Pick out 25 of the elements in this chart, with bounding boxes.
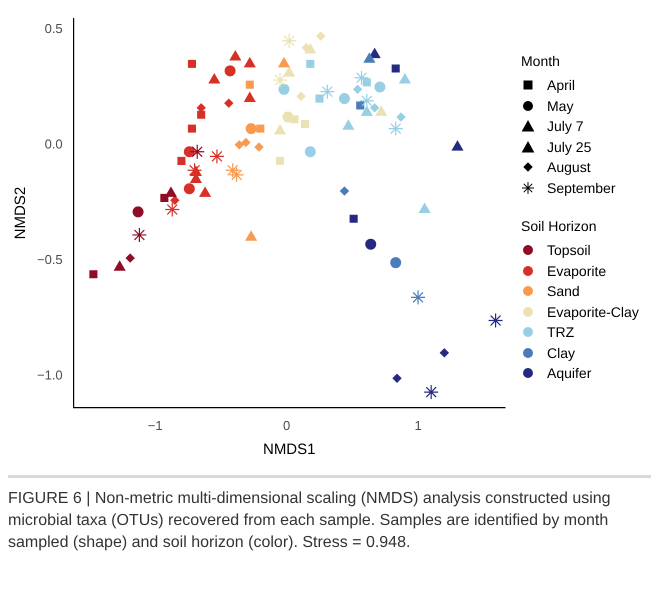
legend-label: April (547, 77, 576, 94)
legend-label: Sand (547, 283, 580, 300)
text: Soil Horizon (521, 218, 598, 234)
legend-label: September (547, 180, 616, 196)
legend-label: Evaporite-Clay (547, 304, 639, 320)
legend-label: Clay (547, 344, 576, 361)
x-tick-label: 1 (414, 418, 422, 433)
legend-title: Month (521, 53, 561, 69)
y-tick-label: −0.5 (36, 252, 63, 267)
legend-label: TRZ (547, 324, 574, 340)
x-tick-label: −1 (148, 418, 163, 433)
legend-label: July 25 (547, 138, 592, 155)
legend-label: Aquifer (547, 365, 592, 382)
legend-label: July 7 (547, 118, 584, 134)
y-axis-title: NMDS2 (12, 186, 30, 240)
x-axis-title: NMDS1 (262, 441, 316, 458)
legend-label: Evaporite (547, 262, 606, 279)
legend-label: August (547, 159, 591, 176)
caption: FIGURE 6 | Non-metric multi-dimensional scaling (NMDS) analysis constructed using microbial taxa (OTUs) recovered from each sample. Samples are identified by month sampled (shape) and soil horizon (color). Stress = 0.948. (8, 489, 612, 553)
y-tick-label: −1.0 (36, 368, 63, 383)
legend-label: May (547, 98, 574, 114)
y-tick-label: 0.5 (44, 20, 63, 36)
x-tick-label: 0 (282, 418, 290, 433)
legend-label: Topsoil (547, 242, 591, 258)
y-tick-label: 0.0 (44, 136, 63, 152)
